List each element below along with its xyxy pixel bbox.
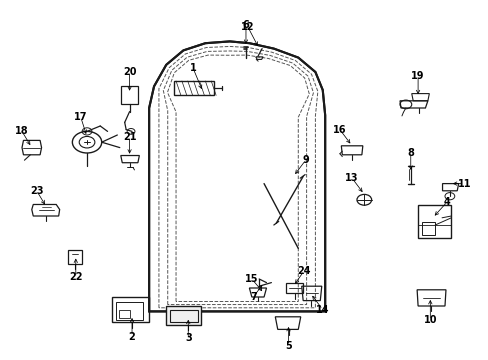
Text: 9: 9: [302, 155, 308, 165]
Bar: [116, 302, 143, 320]
Text: 20: 20: [122, 67, 136, 77]
Bar: [121, 86, 138, 104]
Text: 12: 12: [241, 22, 254, 32]
Bar: [421, 222, 434, 235]
Text: 16: 16: [332, 125, 346, 135]
Text: 15: 15: [244, 274, 258, 284]
Text: 11: 11: [457, 179, 470, 189]
Text: 7: 7: [249, 292, 256, 302]
Text: 24: 24: [297, 266, 310, 276]
Text: 4: 4: [443, 197, 450, 207]
Text: 8: 8: [407, 148, 413, 158]
Bar: [173, 81, 213, 95]
Bar: [166, 306, 201, 325]
Bar: [417, 205, 450, 238]
Text: 1: 1: [189, 63, 196, 73]
Text: 13: 13: [345, 173, 358, 183]
Text: 2: 2: [128, 332, 135, 342]
Text: 5: 5: [285, 341, 291, 351]
Text: 18: 18: [15, 126, 29, 136]
Text: 17: 17: [74, 112, 87, 122]
Text: 14: 14: [315, 305, 329, 315]
Bar: [112, 297, 149, 322]
Text: 23: 23: [30, 186, 43, 196]
Bar: [68, 250, 82, 264]
Text: 3: 3: [184, 333, 191, 343]
Text: 10: 10: [423, 315, 436, 325]
Text: 6: 6: [242, 20, 249, 30]
Bar: [170, 310, 197, 322]
Text: 21: 21: [122, 132, 136, 142]
Text: 19: 19: [410, 71, 424, 81]
Polygon shape: [149, 41, 325, 311]
Text: 22: 22: [69, 272, 82, 282]
Bar: [119, 310, 130, 318]
